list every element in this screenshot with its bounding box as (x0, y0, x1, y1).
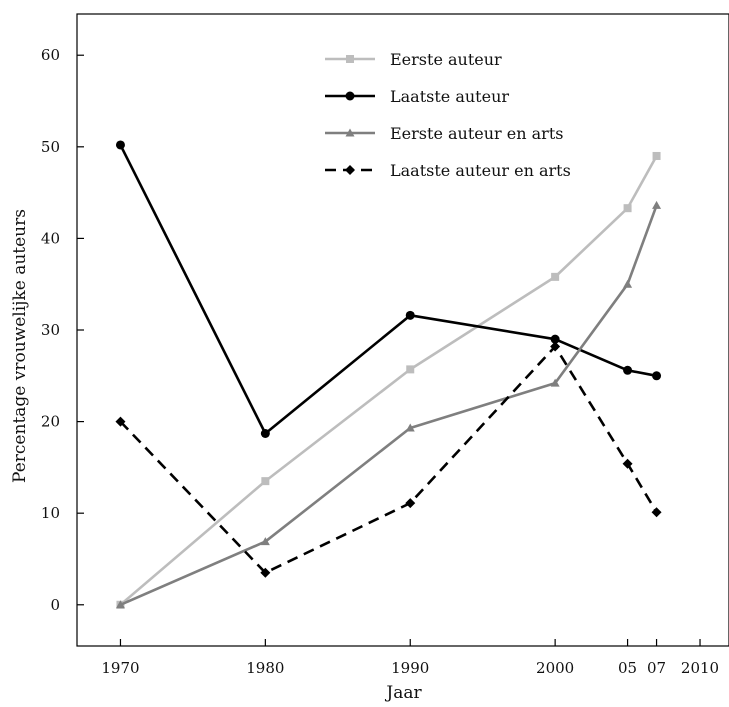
x-tick-label: 1990 (391, 659, 429, 677)
y-axis-ticks: 0 10 20 30 40 50 60 (41, 46, 84, 614)
series-layer (115, 140, 662, 609)
legend-label: Laatste auteur (390, 87, 509, 106)
y-tick-label: 10 (41, 504, 60, 522)
x-tick-label: 2010 (681, 659, 719, 677)
data-point (260, 537, 270, 546)
x-axis-label: Jaar (384, 683, 422, 703)
x-tick-label: 2000 (536, 659, 574, 677)
y-tick-label: 30 (41, 321, 60, 339)
series-3 (115, 200, 662, 609)
legend-marker (345, 91, 355, 101)
data-point (550, 341, 561, 352)
legend-entry: Eerste auteur (325, 50, 502, 69)
data-point (623, 279, 633, 288)
legend: Eerste auteur Laatste auteur Eerste auteur… (325, 50, 571, 180)
data-point (260, 567, 271, 578)
series-line (119, 204, 658, 606)
data-point (623, 204, 632, 213)
y-tick-label: 50 (41, 138, 60, 156)
data-point (260, 429, 270, 439)
legend-entry: Eerste auteur en arts (325, 124, 563, 143)
data-point (115, 140, 125, 150)
series-1 (116, 151, 661, 609)
data-point (115, 600, 125, 609)
y-tick-label: 20 (41, 413, 60, 431)
legend-entry: Laatste auteur (325, 87, 509, 106)
legend-label: Eerste auteur en arts (390, 124, 563, 143)
series-2 (115, 140, 662, 439)
data-point (405, 310, 415, 320)
data-point (551, 272, 560, 281)
data-point (550, 378, 560, 387)
legend-label: Eerste auteur (390, 50, 502, 69)
series-4 (115, 341, 662, 578)
data-point (406, 365, 415, 374)
y-tick-label: 0 (50, 596, 60, 614)
series-line (119, 144, 657, 435)
x-tick-label: 1970 (101, 659, 139, 677)
data-point (405, 498, 416, 509)
plot-frame (76, 13, 729, 647)
y-tick-label: 60 (41, 46, 60, 64)
data-point (651, 507, 662, 518)
data-point (652, 200, 662, 209)
legend-marker (345, 165, 355, 175)
data-point (115, 416, 126, 427)
data-point (623, 365, 633, 375)
data-point (261, 477, 270, 486)
legend-marker (345, 128, 355, 137)
data-point (405, 423, 415, 432)
x-tick-label: 07 (647, 659, 666, 677)
x-tick-label: 1980 (246, 659, 284, 677)
data-point (550, 334, 560, 344)
legend-entry: Laatste auteur en arts (325, 161, 571, 180)
legend-label: Laatste auteur en arts (390, 161, 571, 180)
series-line (119, 155, 658, 606)
data-point (652, 151, 661, 160)
y-axis-label: Percentage vrouwelijke auteurs (10, 209, 30, 483)
x-tick-label: 05 (618, 659, 637, 677)
series-line (119, 345, 658, 575)
legend-marker (346, 55, 354, 63)
data-point (652, 371, 662, 381)
x-axis-ticks: 1970 1980 1990 2000 05 07 2010 (101, 639, 719, 677)
data-point (622, 458, 633, 469)
y-tick-label: 40 (41, 229, 60, 247)
